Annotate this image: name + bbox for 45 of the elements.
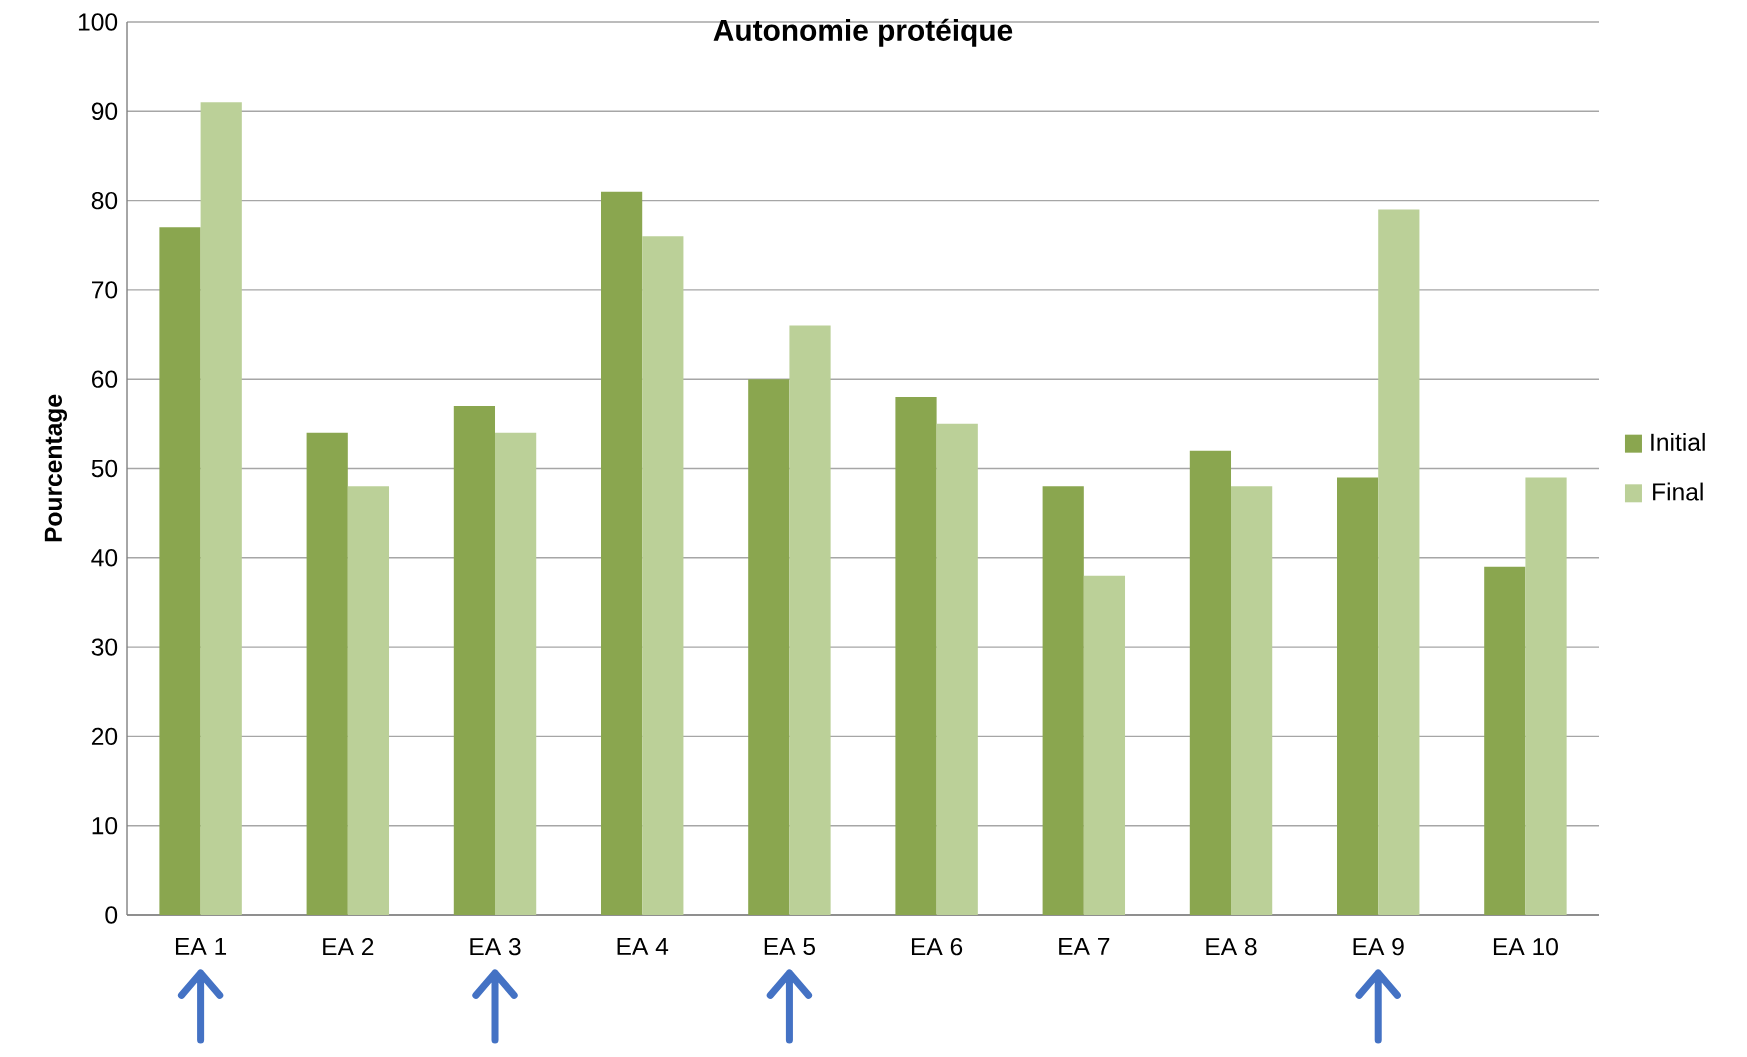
bar — [453, 405, 496, 915]
bar — [306, 432, 348, 915]
bar — [642, 236, 684, 915]
bar — [789, 325, 831, 915]
bar — [1042, 486, 1084, 915]
x-tick-label: EA 7 — [1059, 937, 1110, 955]
bar — [1337, 477, 1379, 915]
y-tick-label: 60 — [92, 370, 118, 388]
legend-label: Final — [1653, 482, 1703, 501]
bar — [895, 397, 937, 915]
x-tick-label: EA 10 — [1493, 937, 1558, 956]
y-tick-label: 30 — [91, 638, 118, 656]
x-tick-label: EA 5 — [764, 937, 815, 956]
bar — [1484, 566, 1526, 915]
x-tick-label: EA 6 — [911, 937, 963, 956]
bar — [748, 379, 790, 915]
bar — [495, 432, 537, 915]
bar — [1378, 209, 1420, 915]
bar — [1525, 477, 1567, 915]
y-tick-label: 50 — [91, 459, 118, 478]
legend-label: Initial — [1651, 432, 1705, 451]
x-tick-label: EA 4 — [617, 937, 669, 955]
y-axis-title: Pourcentage — [44, 394, 68, 542]
x-tick-label: EA 9 — [1353, 937, 1404, 956]
x-tick-label: EA 2 — [323, 937, 374, 956]
y-tick-label: 40 — [91, 549, 118, 567]
bar — [601, 191, 643, 915]
y-tick-label: 0 — [105, 906, 118, 924]
y-tick-label: 80 — [91, 191, 118, 210]
y-tick-label: 70 — [92, 281, 118, 299]
y-tick-label: 100 — [78, 13, 118, 31]
x-tick-label: EA 8 — [1206, 937, 1257, 956]
x-tick-label: EA 3 — [470, 937, 521, 956]
y-tick-label: 20 — [91, 727, 118, 746]
y-tick-label: 10 — [92, 817, 118, 835]
chart-title: Autonomie protéique — [713, 18, 1013, 47]
y-tick-label: 90 — [91, 102, 118, 120]
x-tick-label: EA 1 — [175, 937, 227, 955]
bar — [1231, 486, 1273, 915]
bar — [347, 486, 390, 915]
bar — [200, 102, 242, 915]
bar — [1189, 450, 1232, 915]
bar — [1083, 575, 1126, 915]
bar — [936, 423, 978, 915]
bar — [159, 227, 201, 915]
